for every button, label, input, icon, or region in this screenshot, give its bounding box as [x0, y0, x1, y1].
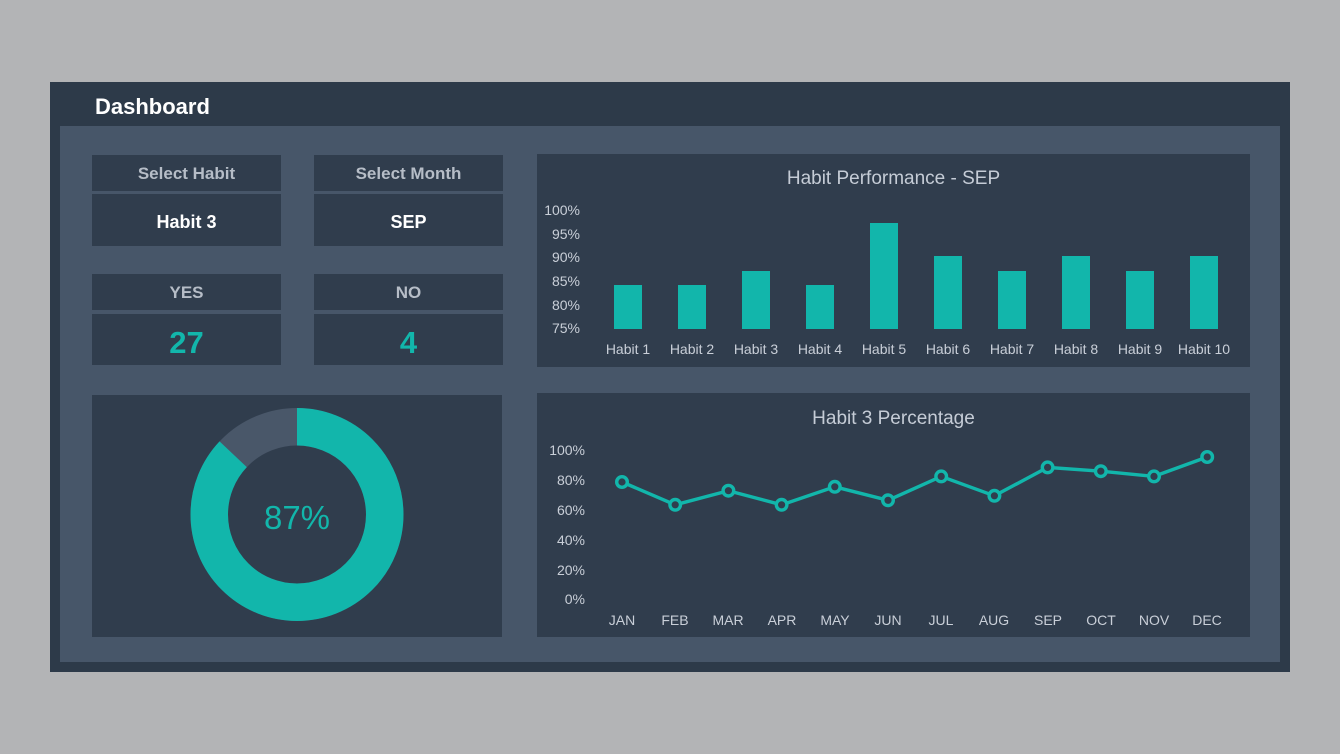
svg-text:87%: 87%	[264, 499, 330, 536]
